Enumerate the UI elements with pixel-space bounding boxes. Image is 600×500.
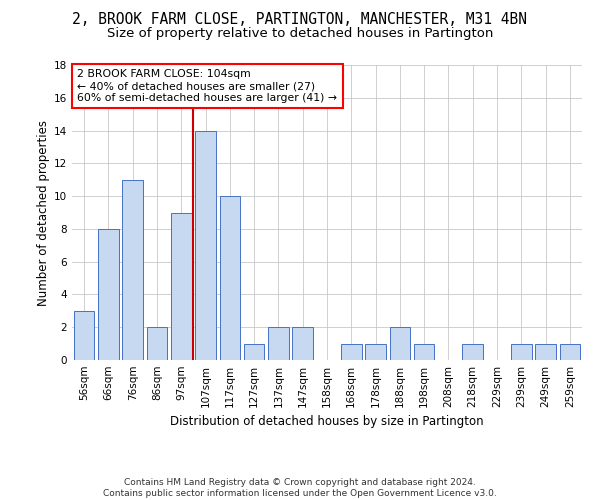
Bar bbox=[560, 344, 580, 360]
Bar bbox=[146, 327, 167, 360]
Bar bbox=[220, 196, 240, 360]
Bar bbox=[195, 130, 216, 360]
Bar bbox=[389, 327, 410, 360]
Bar bbox=[122, 180, 143, 360]
Text: Size of property relative to detached houses in Partington: Size of property relative to detached ho… bbox=[107, 28, 493, 40]
Bar bbox=[463, 344, 483, 360]
Bar bbox=[414, 344, 434, 360]
Bar bbox=[98, 229, 119, 360]
Bar bbox=[268, 327, 289, 360]
Bar bbox=[365, 344, 386, 360]
Bar bbox=[171, 212, 191, 360]
Bar bbox=[535, 344, 556, 360]
Bar bbox=[244, 344, 265, 360]
Bar bbox=[292, 327, 313, 360]
Text: 2, BROOK FARM CLOSE, PARTINGTON, MANCHESTER, M31 4BN: 2, BROOK FARM CLOSE, PARTINGTON, MANCHES… bbox=[73, 12, 527, 28]
Bar bbox=[74, 311, 94, 360]
X-axis label: Distribution of detached houses by size in Partington: Distribution of detached houses by size … bbox=[170, 416, 484, 428]
Bar bbox=[341, 344, 362, 360]
Bar bbox=[511, 344, 532, 360]
Y-axis label: Number of detached properties: Number of detached properties bbox=[37, 120, 50, 306]
Text: 2 BROOK FARM CLOSE: 104sqm
← 40% of detached houses are smaller (27)
60% of semi: 2 BROOK FARM CLOSE: 104sqm ← 40% of deta… bbox=[77, 70, 337, 102]
Text: Contains HM Land Registry data © Crown copyright and database right 2024.
Contai: Contains HM Land Registry data © Crown c… bbox=[103, 478, 497, 498]
